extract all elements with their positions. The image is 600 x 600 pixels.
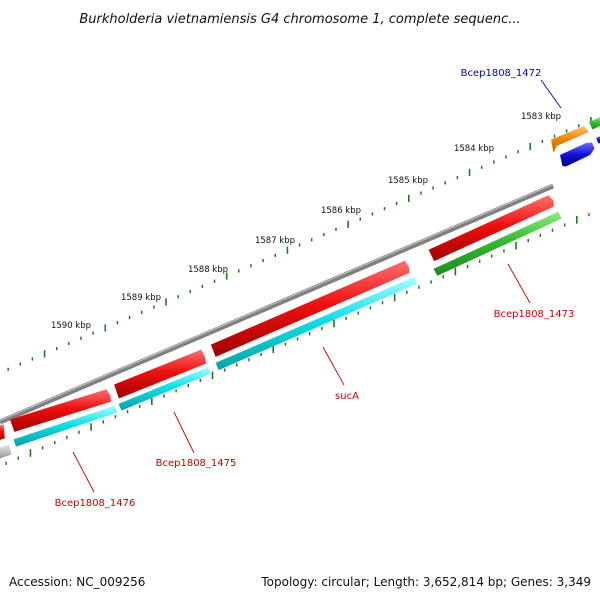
tick-label: 1587 kbp	[255, 236, 295, 246]
gene-block-left-red-fragment[interactable]	[0, 424, 5, 440]
gene-block-suca-upper[interactable]	[210, 260, 410, 357]
chromosome-backbone-highlight	[0, 183, 554, 422]
gene-label-bcep1808-1472[interactable]: Bcep1808_1472	[461, 68, 542, 79]
gene-labels: Bcep1808_1472 Bcep1808_1473 sucA Bcep180…	[55, 68, 575, 509]
tick-label: 1590 kbp	[51, 321, 91, 331]
tick-label: 1583 kbp	[521, 112, 561, 122]
leader-suca	[322, 346, 345, 386]
leader-bcep1808-1476	[72, 451, 95, 493]
tick-label: 1589 kbp	[121, 293, 161, 303]
gene-block-bcep1808-1475-lower[interactable]	[118, 367, 211, 411]
gene-block-orange[interactable]	[551, 126, 589, 153]
tick-label: 1585 kbp	[388, 176, 428, 186]
gene-block-left-grey-fragment[interactable]	[0, 444, 12, 459]
tick-label: 1584 kbp	[454, 144, 494, 154]
leader-bcep1808-1475	[173, 411, 195, 454]
leader-bcep1808-1472	[540, 79, 562, 109]
gene-block-blue-edge[interactable]	[596, 136, 600, 144]
gene-block-suca-lower[interactable]	[215, 277, 417, 371]
gene-block-bcep1808-1473-upper[interactable]	[428, 195, 554, 262]
tick-ring: 1583 kbp 1584 kbp 1585 kbp 1586 kbp 1587 kbp…	[5, 112, 592, 465]
map-title: Burkholderia vietnamiensis G4 chromosome…	[79, 12, 520, 27]
accession-text: Accession: NC_009256	[9, 575, 145, 589]
gene-block-bcep1808-1475-upper[interactable]	[114, 349, 206, 399]
gene-label-suca[interactable]: sucA	[335, 391, 359, 402]
gene-block-bcep1808-1476-lower[interactable]	[13, 405, 118, 447]
topology-summary-text: Topology: circular; Length: 3,652,814 bp…	[260, 575, 591, 589]
feature-track	[0, 117, 600, 459]
gene-block-bcep1808-1472[interactable]	[560, 142, 595, 167]
gene-block-bcep1808-1473-lower[interactable]	[433, 211, 562, 276]
leader-bcep1808-1473	[507, 263, 531, 304]
gene-label-bcep1808-1473[interactable]: Bcep1808_1473	[494, 309, 575, 320]
gene-block-green-edge[interactable]	[589, 117, 600, 130]
gene-label-bcep1808-1475[interactable]: Bcep1808_1475	[156, 458, 237, 469]
label-leaders	[72, 79, 562, 493]
chromosome-backbone	[0, 183, 554, 425]
tick-label: 1588 kbp	[188, 265, 228, 275]
gene-block-bcep1808-1476-upper[interactable]	[10, 389, 111, 432]
gene-label-bcep1808-1476[interactable]: Bcep1808_1476	[55, 498, 136, 509]
tick-label: 1586 kbp	[321, 206, 361, 216]
